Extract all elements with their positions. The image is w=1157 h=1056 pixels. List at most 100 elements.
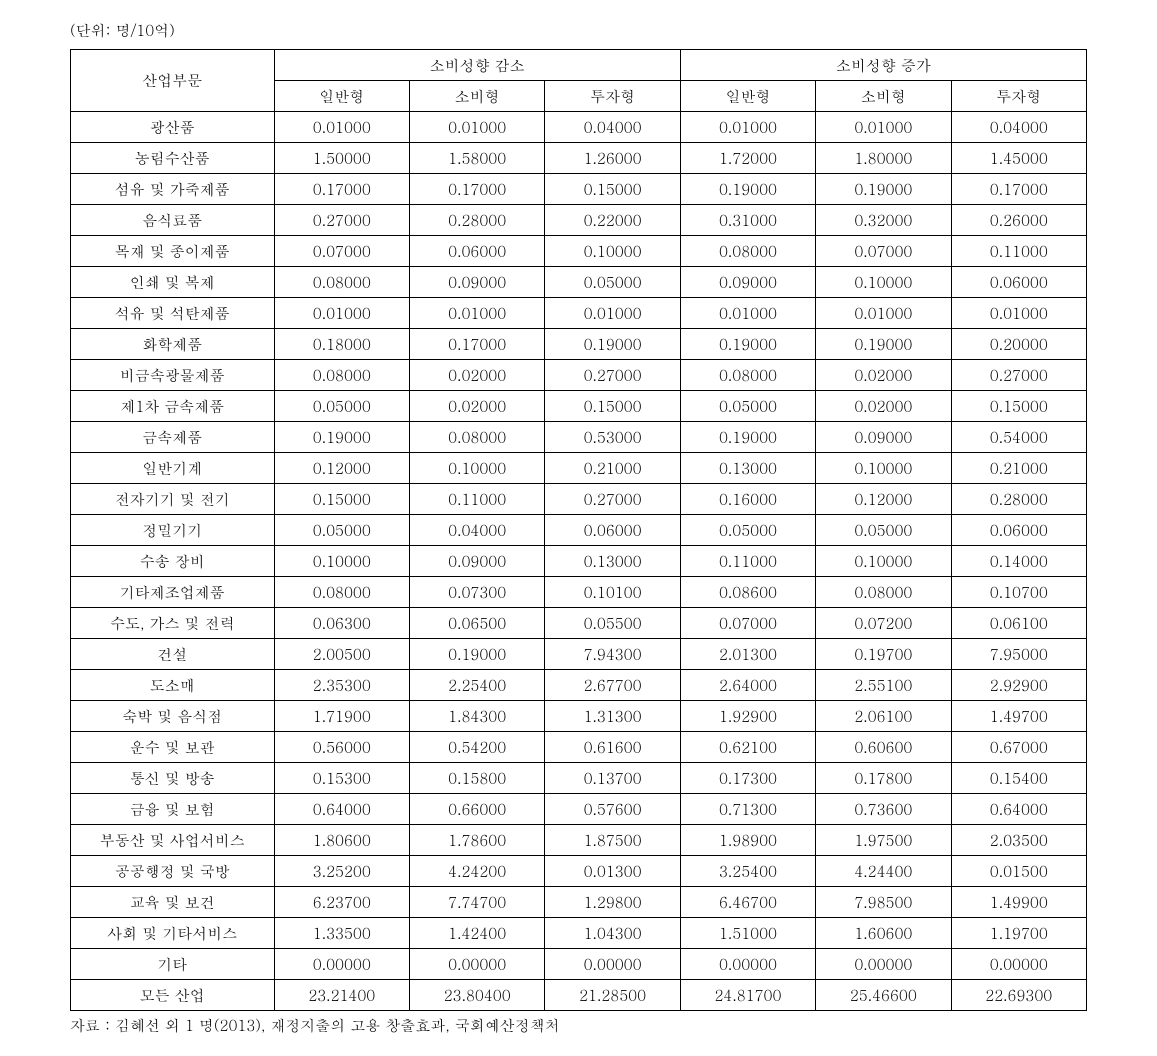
cell-value: 0.00000 <box>274 949 409 980</box>
cell-value: 0.67000 <box>951 732 1086 763</box>
cell-sector: 화학제품 <box>71 329 275 360</box>
cell-sector: 제1차 금속제품 <box>71 391 275 422</box>
cell-value: 0.19000 <box>680 174 815 205</box>
cell-value: 0.01000 <box>951 298 1086 329</box>
cell-value: 1.26000 <box>545 143 680 174</box>
cell-value: 0.10000 <box>816 546 951 577</box>
cell-value: 0.01000 <box>816 298 951 329</box>
cell-value: 7.74700 <box>409 887 544 918</box>
cell-value: 0.13000 <box>545 546 680 577</box>
cell-value: 0.06300 <box>274 608 409 639</box>
cell-value: 0.16000 <box>680 484 815 515</box>
cell-value: 0.53000 <box>545 422 680 453</box>
header-sub-d2: 소비형 <box>409 81 544 112</box>
cell-value: 0.08000 <box>680 236 815 267</box>
table-row: 금융 및 보험0.640000.660000.576000.713000.736… <box>71 794 1087 825</box>
cell-value: 0.04000 <box>409 515 544 546</box>
cell-value: 0.32000 <box>816 205 951 236</box>
cell-value: 0.05500 <box>545 608 680 639</box>
cell-value: 2.25400 <box>409 670 544 701</box>
cell-value: 6.23700 <box>274 887 409 918</box>
cell-value: 2.06100 <box>816 701 951 732</box>
table-row: 인쇄 및 복제0.080000.090000.050000.090000.100… <box>71 267 1087 298</box>
cell-sector: 숙박 및 음식점 <box>71 701 275 732</box>
cell-value: 0.10000 <box>545 236 680 267</box>
cell-value: 0.02000 <box>816 360 951 391</box>
cell-sector: 인쇄 및 복제 <box>71 267 275 298</box>
cell-value: 0.01000 <box>274 298 409 329</box>
cell-value: 0.05000 <box>680 391 815 422</box>
cell-value: 0.64000 <box>274 794 409 825</box>
cell-sector: 목재 및 종이제품 <box>71 236 275 267</box>
cell-value: 0.06000 <box>951 515 1086 546</box>
header-row-1: 산업부문 소비성향 감소 소비성향 증가 <box>71 50 1087 81</box>
header-sector: 산업부문 <box>71 50 275 112</box>
cell-value: 1.51000 <box>680 918 815 949</box>
table-row: 석유 및 석탄제품0.010000.010000.010000.010000.0… <box>71 298 1087 329</box>
cell-sector: 기타 <box>71 949 275 980</box>
table-row: 통신 및 방송0.153000.158000.137000.173000.178… <box>71 763 1087 794</box>
cell-value: 0.12000 <box>816 484 951 515</box>
unit-label: (단위: 명/10억) <box>70 20 1087 41</box>
cell-value: 0.27000 <box>545 360 680 391</box>
cell-value: 0.17300 <box>680 763 815 794</box>
table-row: 화학제품0.180000.170000.190000.190000.190000… <box>71 329 1087 360</box>
cell-value: 24.81700 <box>680 980 815 1011</box>
cell-value: 0.06100 <box>951 608 1086 639</box>
cell-value: 0.15000 <box>545 391 680 422</box>
cell-value: 4.24400 <box>816 856 951 887</box>
table-row: 교육 및 보건6.237007.747001.298006.467007.985… <box>71 887 1087 918</box>
cell-value: 0.15000 <box>545 174 680 205</box>
cell-sector: 광산품 <box>71 112 275 143</box>
cell-sector: 기타제조업제품 <box>71 577 275 608</box>
table-row: 부동산 및 사업서비스1.806001.786001.875001.989001… <box>71 825 1087 856</box>
table-row: 일반기계0.120000.100000.210000.130000.100000… <box>71 453 1087 484</box>
cell-value: 0.04000 <box>545 112 680 143</box>
cell-value: 0.06000 <box>951 267 1086 298</box>
cell-value: 23.21400 <box>274 980 409 1011</box>
cell-value: 0.11000 <box>680 546 815 577</box>
cell-value: 0.73600 <box>816 794 951 825</box>
cell-value: 2.35300 <box>274 670 409 701</box>
cell-value: 0.17000 <box>951 174 1086 205</box>
cell-value: 0.15000 <box>951 391 1086 422</box>
cell-sector: 모든 산업 <box>71 980 275 1011</box>
cell-value: 0.18000 <box>274 329 409 360</box>
cell-value: 0.00000 <box>545 949 680 980</box>
cell-value: 4.24200 <box>409 856 544 887</box>
cell-value: 0.01000 <box>545 298 680 329</box>
cell-value: 0.05000 <box>274 391 409 422</box>
cell-value: 1.29800 <box>545 887 680 918</box>
cell-value: 0.21000 <box>951 453 1086 484</box>
cell-value: 0.15300 <box>274 763 409 794</box>
table-row: 섬유 및 가죽제품0.170000.170000.150000.190000.1… <box>71 174 1087 205</box>
cell-sector: 운수 및 보관 <box>71 732 275 763</box>
cell-value: 2.67700 <box>545 670 680 701</box>
cell-value: 0.01000 <box>680 298 815 329</box>
cell-value: 1.98900 <box>680 825 815 856</box>
table-row: 광산품0.010000.010000.040000.010000.010000.… <box>71 112 1087 143</box>
cell-value: 1.04300 <box>545 918 680 949</box>
cell-value: 0.01000 <box>274 112 409 143</box>
cell-value: 0.06500 <box>409 608 544 639</box>
cell-value: 0.08000 <box>274 267 409 298</box>
cell-value: 1.72000 <box>680 143 815 174</box>
cell-value: 1.19700 <box>951 918 1086 949</box>
table-row: 제1차 금속제품0.050000.020000.150000.050000.02… <box>71 391 1087 422</box>
cell-value: 0.27000 <box>545 484 680 515</box>
cell-value: 0.66000 <box>409 794 544 825</box>
cell-value: 0.17000 <box>409 329 544 360</box>
cell-value: 0.64000 <box>951 794 1086 825</box>
cell-value: 21.28500 <box>545 980 680 1011</box>
cell-value: 7.95000 <box>951 639 1086 670</box>
data-table: 산업부문 소비성향 감소 소비성향 증가 일반형 소비형 투자형 일반형 소비형… <box>70 49 1087 1011</box>
table-row: 전자기기 및 전기0.150000.110000.270000.160000.1… <box>71 484 1087 515</box>
cell-value: 0.20000 <box>951 329 1086 360</box>
cell-sector: 금속제품 <box>71 422 275 453</box>
header-group-increase: 소비성향 증가 <box>680 50 1086 81</box>
cell-value: 0.08000 <box>816 577 951 608</box>
cell-value: 0.00000 <box>409 949 544 980</box>
cell-value: 0.01000 <box>409 112 544 143</box>
cell-value: 0.19000 <box>409 639 544 670</box>
cell-value: 0.10700 <box>951 577 1086 608</box>
